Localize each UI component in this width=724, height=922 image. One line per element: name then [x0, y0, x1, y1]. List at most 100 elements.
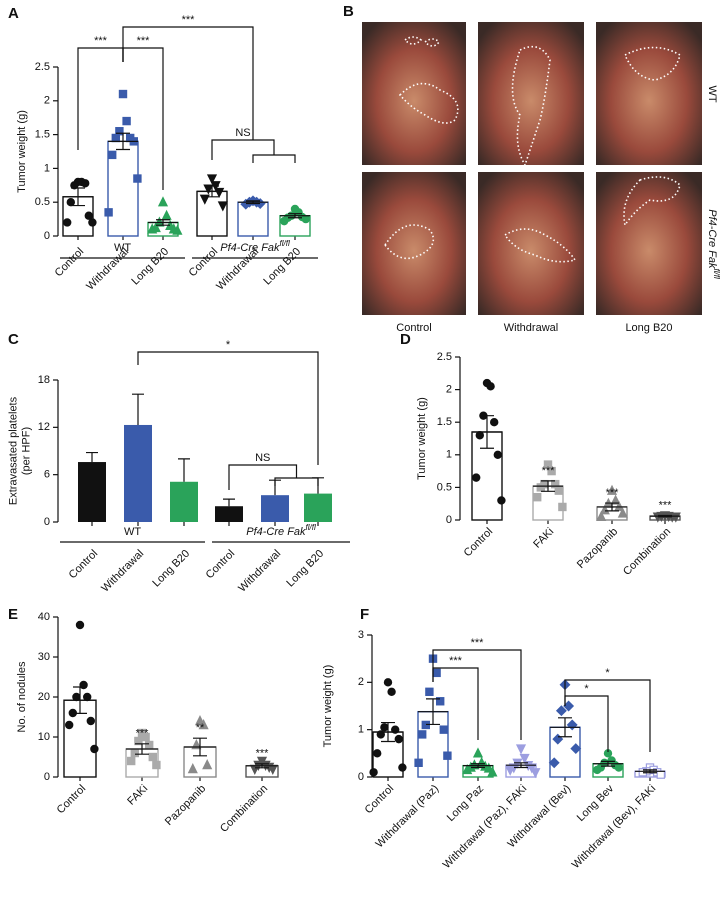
data-point: [126, 756, 136, 766]
significance-label: ***: [542, 465, 556, 477]
y-tick-label: 0: [44, 516, 50, 528]
comparison-label: *: [605, 667, 610, 679]
data-point: [530, 768, 541, 779]
error-bar: [64, 686, 96, 714]
data-point: [157, 196, 169, 207]
data-point: [84, 211, 94, 220]
data-point: [62, 218, 72, 227]
column-label: Control: [396, 322, 431, 334]
data-point: [526, 763, 537, 774]
y-tick-label: 0: [446, 514, 452, 526]
data-point: [206, 174, 218, 185]
data-point: [462, 763, 473, 775]
tumor-outline: [398, 36, 459, 124]
data-point: [439, 725, 449, 734]
data-point: [373, 749, 382, 758]
error-bar: [108, 132, 138, 151]
significance-label: **: [196, 722, 205, 734]
significance-label: ***: [256, 748, 270, 760]
x-tick-label: Control: [204, 548, 238, 582]
group-label-text: Pf4-Cre Fak: [246, 526, 306, 538]
y-tick-label: 1: [44, 162, 50, 174]
data-point: [536, 483, 546, 492]
data-point: [414, 758, 423, 768]
x-tick-label: FAKi: [531, 526, 556, 551]
error-bar: [280, 213, 310, 219]
data-point: [90, 744, 99, 754]
panel-letter: A: [8, 5, 19, 22]
group-label-superscript: fl/fl: [306, 523, 316, 532]
group-label-text: WT: [124, 526, 141, 538]
error-bar: [463, 763, 493, 769]
significance-bracket: [564, 679, 651, 752]
error-bar: [126, 743, 158, 755]
data-point: [134, 736, 143, 746]
x-tick-label: Long B20: [129, 246, 171, 288]
data-point: [66, 197, 76, 207]
comparison-label: ***: [94, 35, 108, 47]
significance-label: ***: [606, 487, 620, 499]
y-axis-label: Tumor weight (g): [416, 397, 428, 480]
x-tick-label: Control: [363, 783, 397, 817]
error-bar: [635, 769, 665, 774]
panel-letter: E: [8, 606, 18, 623]
photo: [362, 22, 466, 165]
bar: [124, 424, 152, 522]
photo: [362, 172, 466, 315]
panel-letter: C: [8, 331, 19, 348]
y-tick-label: 20: [38, 691, 50, 703]
error-bar: [238, 200, 268, 205]
data-point: [472, 747, 484, 758]
data-point: [493, 450, 502, 459]
data-point: [107, 150, 117, 160]
error-bar: [86, 451, 98, 463]
comparison-label: ***: [182, 14, 196, 26]
photo: [478, 22, 584, 165]
x-tick-label: Withdrawal: [99, 548, 146, 595]
y-tick-label: 0: [44, 771, 50, 783]
data-point: [436, 697, 445, 706]
panel-letter: B: [343, 3, 354, 20]
y-tick-label: 2: [446, 384, 452, 396]
error-bar: [197, 185, 227, 198]
y-tick-label: 2.5: [35, 61, 50, 73]
data-point: [418, 730, 427, 739]
photo: [596, 172, 702, 315]
data-point: [670, 512, 681, 523]
y-tick-label: 1: [358, 724, 364, 736]
data-point: [130, 748, 139, 758]
data-point: [72, 692, 81, 702]
data-point: [161, 209, 172, 220]
data-point: [145, 740, 154, 750]
y-tick-label: 0: [358, 771, 364, 783]
data-point: [570, 743, 582, 755]
significance-label: ***: [659, 499, 673, 511]
row-label: Pf4-Cre Fakfl/fl: [706, 209, 721, 279]
y-tick-label: 40: [38, 611, 50, 623]
error-bar: [418, 698, 448, 726]
bar: [304, 493, 332, 522]
data-point: [198, 719, 209, 730]
data-point: [80, 179, 90, 188]
error-bar: [506, 762, 536, 769]
y-axis-label: (per HPF): [20, 427, 32, 475]
panel-letter: F: [360, 606, 369, 623]
data-point: [148, 752, 157, 762]
significance-bracket: [228, 464, 319, 490]
row-label-superscript: fl/fl: [712, 269, 721, 279]
y-axis-label: Extravasated platelets: [7, 396, 19, 505]
data-point: [82, 692, 92, 702]
x-tick-label: FAKi: [125, 783, 150, 808]
column-label: Withdrawal: [504, 322, 558, 334]
data-point: [614, 763, 624, 772]
row-label: WT: [706, 85, 718, 102]
x-tick-label: Combination: [621, 526, 673, 578]
data-point: [555, 705, 567, 717]
x-tick-label: Pazopanib: [163, 783, 208, 828]
x-tick-label: Control: [187, 246, 221, 280]
data-point: [152, 760, 161, 770]
error-bar: [472, 415, 502, 449]
data-point: [88, 218, 97, 227]
comparison-label: ***: [449, 655, 463, 667]
data-point: [118, 89, 128, 99]
